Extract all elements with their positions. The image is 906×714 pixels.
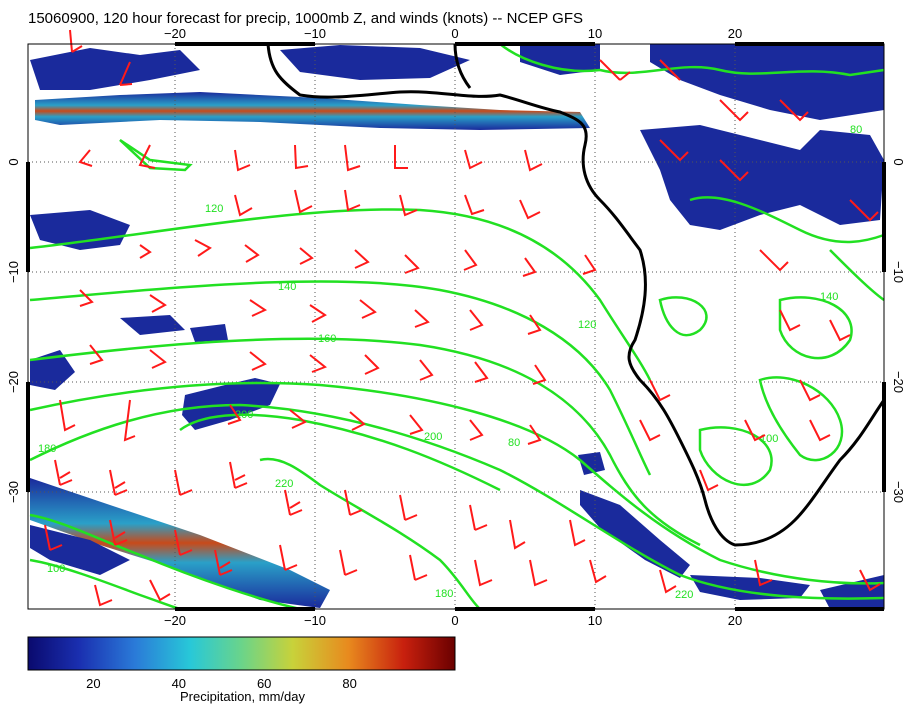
lon-label: 20 xyxy=(728,613,742,628)
precipitation-layer xyxy=(30,44,884,609)
colorbar-tick: 60 xyxy=(257,676,271,691)
map-title: 15060900, 120 hour forecast for precip, … xyxy=(28,10,583,27)
lat-label: −10 xyxy=(6,261,21,283)
lat-label: −20 xyxy=(891,371,906,393)
coastline xyxy=(266,43,886,547)
lon-label: 0 xyxy=(451,613,458,628)
lat-label: −30 xyxy=(891,481,906,503)
lon-label: −20 xyxy=(164,613,186,628)
lat-labels-left: 0 −10 −20 −30 xyxy=(6,158,21,503)
lon-label: −10 xyxy=(304,26,326,41)
contour-label: 100 xyxy=(47,563,65,575)
lat-label: −20 xyxy=(6,371,21,393)
contour-label: 160 xyxy=(318,333,336,345)
contour-label: 180 xyxy=(435,588,453,600)
contour-label: 120 xyxy=(205,203,223,215)
contour-label: 80 xyxy=(850,124,862,136)
lon-label: −20 xyxy=(164,26,186,41)
frame-tick-bars xyxy=(26,42,886,611)
lon-labels-bottom: −20 −10 0 10 20 xyxy=(164,613,742,628)
contour-label: 220 xyxy=(675,589,693,601)
graticule xyxy=(28,44,884,609)
contour-label: 120 xyxy=(578,319,596,331)
contour-labels: 120 140 160 180 200 220 100 80 120 200 1… xyxy=(38,124,862,601)
lat-label: −30 xyxy=(6,481,21,503)
lat-labels-right: 0 −10 −20 −30 xyxy=(891,158,906,503)
lon-label: 0 xyxy=(451,26,458,41)
colorbar-tick: 40 xyxy=(172,676,186,691)
lat-label: 0 xyxy=(891,158,906,165)
lon-label: 20 xyxy=(728,26,742,41)
contour-label: 80 xyxy=(508,437,520,449)
colorbar: 20 40 60 80 xyxy=(27,636,456,691)
lon-label: −10 xyxy=(304,613,326,628)
wind-barbs xyxy=(44,29,881,607)
contour-label: 100 xyxy=(760,433,778,445)
colorbar-label: Precipitation, mm/day xyxy=(180,689,305,704)
colorbar-tick: 80 xyxy=(342,676,356,691)
contour-label: 180 xyxy=(38,443,56,455)
colorbar-tick: 20 xyxy=(86,676,100,691)
lat-label: −10 xyxy=(891,261,906,283)
lon-labels-top: −20 −10 0 10 20 xyxy=(164,26,742,41)
colorbar-gradient xyxy=(27,636,456,671)
lon-label: 10 xyxy=(588,613,602,628)
contour-label: 140 xyxy=(820,291,838,303)
lat-label: 0 xyxy=(6,158,21,165)
contour-label: 200 xyxy=(424,431,442,443)
contour-label: 140 xyxy=(278,281,296,293)
lon-label: 10 xyxy=(588,26,602,41)
contour-label: 220 xyxy=(275,478,293,490)
